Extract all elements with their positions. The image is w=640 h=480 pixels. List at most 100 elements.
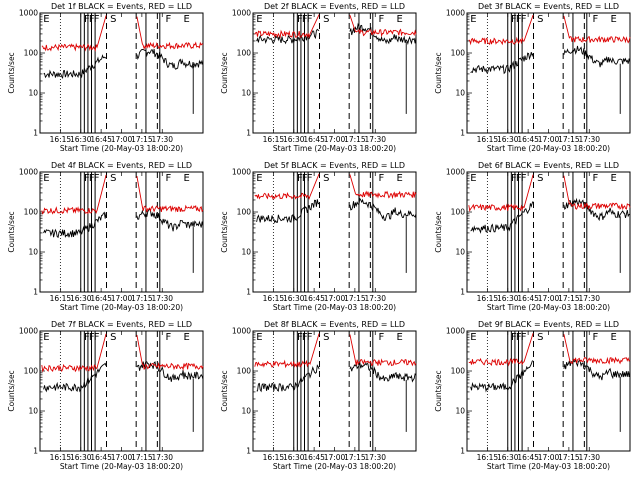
marker-letter: E [43, 173, 49, 184]
lld-series-line [468, 14, 534, 46]
x-tick-label: 16:45 [517, 453, 539, 462]
x-tick-label: 17:15 [344, 453, 366, 462]
marker-letter: E [470, 173, 476, 184]
y-tick-label: 1 [246, 447, 251, 456]
panel-title: Det 3f BLACK = Events, RED = LLD [478, 2, 619, 11]
y-tick-label: 10 [455, 248, 465, 257]
y-tick-label: 10 [28, 89, 38, 98]
y-tick-label: 1000 [232, 327, 251, 336]
plot-frame [252, 330, 417, 452]
x-axis-label: Start Time (20-May-03 18:00:20) [487, 462, 610, 471]
lld-series-line [349, 14, 417, 38]
x-tick-label: 16:45 [90, 453, 112, 462]
events-series-line [349, 361, 417, 383]
y-tick-label: 10 [455, 407, 465, 416]
x-tick-label: 16:45 [303, 135, 325, 144]
events-series-line [136, 361, 204, 382]
lld-series-line [468, 333, 534, 367]
x-tick-label: 17:15 [558, 135, 580, 144]
lld-series-line [563, 175, 631, 211]
y-tick-label: 10 [28, 248, 38, 257]
y-tick-label: 100 [451, 208, 466, 217]
x-tick-label: 17:15 [558, 453, 580, 462]
marker-letter: F [593, 332, 599, 343]
marker-letter: F [302, 332, 308, 343]
x-tick-label: 17:00 [538, 453, 560, 462]
panel-title: Det 9f BLACK = Events, RED = LLD [478, 320, 619, 329]
events-series-line [43, 211, 107, 239]
events-series-line [470, 201, 534, 234]
events-series-line [136, 208, 204, 232]
marker-letter: F [94, 173, 100, 184]
y-axis-label: Counts/sec [7, 211, 16, 252]
x-axis-label: Start Time (20-May-03 18:00:20) [273, 303, 396, 312]
y-axis-label: Counts/sec [220, 52, 229, 93]
marker-letter: F [516, 332, 522, 343]
x-tick-label: 17:30 [578, 453, 600, 462]
x-tick-label: 16:15 [477, 135, 499, 144]
marker-letter: F [84, 332, 90, 343]
y-tick-label: 10 [241, 248, 251, 257]
marker-letter: S [110, 332, 116, 343]
events-series-line [470, 360, 534, 393]
x-axis-label: Start Time (20-May-03 18:00:20) [487, 144, 610, 153]
marker-letter: F [516, 14, 522, 25]
marker-letter: E [183, 14, 189, 25]
marker-letter: F [379, 332, 385, 343]
marker-letter: F [511, 173, 517, 184]
plot-frame [39, 330, 204, 452]
y-tick-label: 100 [237, 208, 252, 217]
x-tick-label: 16:30 [497, 294, 519, 303]
x-tick-label: 17:30 [151, 294, 173, 303]
x-tick-label: 17:30 [578, 135, 600, 144]
panel-title: Det 2f BLACK = Events, RED = LLD [264, 2, 405, 11]
x-axis-label: Start Time (20-May-03 18:00:20) [60, 144, 183, 153]
x-tick-label: 16:30 [497, 453, 519, 462]
y-tick-label: 100 [451, 49, 466, 58]
y-axis-label: Counts/sec [220, 370, 229, 411]
x-tick-label: 16:30 [70, 135, 92, 144]
y-tick-label: 1 [33, 447, 38, 456]
x-tick-label: 17:00 [111, 294, 133, 303]
marker-letter: S [537, 332, 543, 343]
marker-letter: F [89, 332, 95, 343]
marker-letter: F [89, 173, 95, 184]
events-series-line [349, 22, 417, 46]
marker-letter: E [396, 14, 402, 25]
marker-letter: F [297, 14, 303, 25]
panel-title: Det 4f BLACK = Events, RED = LLD [51, 161, 192, 170]
x-tick-label: 16:15 [477, 294, 499, 303]
y-tick-label: 1000 [446, 9, 465, 18]
marker-letter: E [610, 173, 616, 184]
lld-series-line [136, 16, 204, 51]
y-tick-label: 10 [455, 89, 465, 98]
x-tick-label: 16:30 [70, 453, 92, 462]
marker-letter: F [379, 173, 385, 184]
marker-letter: F [166, 14, 172, 25]
y-tick-label: 1000 [232, 9, 251, 18]
x-tick-label: 16:45 [90, 135, 112, 144]
y-tick-label: 1000 [446, 168, 465, 177]
marker-letter: E [256, 332, 262, 343]
x-tick-label: 16:15 [263, 294, 285, 303]
lld-series-line [41, 174, 107, 215]
events-series-line [43, 54, 107, 79]
plot-frame [252, 171, 417, 293]
panel-title: Det 7f BLACK = Events, RED = LLD [51, 320, 192, 329]
lld-series-line [41, 15, 107, 52]
events-series-line [256, 364, 320, 393]
x-tick-label: 17:15 [558, 294, 580, 303]
marker-letter: S [537, 173, 543, 184]
marker-letter: F [516, 173, 522, 184]
x-tick-label: 16:45 [517, 135, 539, 144]
x-axis-label: Start Time (20-May-03 18:00:20) [273, 462, 396, 471]
lld-series-line [254, 14, 320, 39]
detector-panel-1: Det 1f BLACK = Events, RED = LLD 1 10 100 10… [7, 2, 204, 153]
lld-series-line [468, 174, 534, 212]
y-axis-label: Counts/sec [434, 370, 443, 411]
marker-letter: E [470, 332, 476, 343]
marker-letter: S [110, 14, 116, 25]
x-tick-label: 16:15 [50, 453, 72, 462]
marker-letter: F [84, 14, 90, 25]
plot-frame [466, 330, 631, 452]
